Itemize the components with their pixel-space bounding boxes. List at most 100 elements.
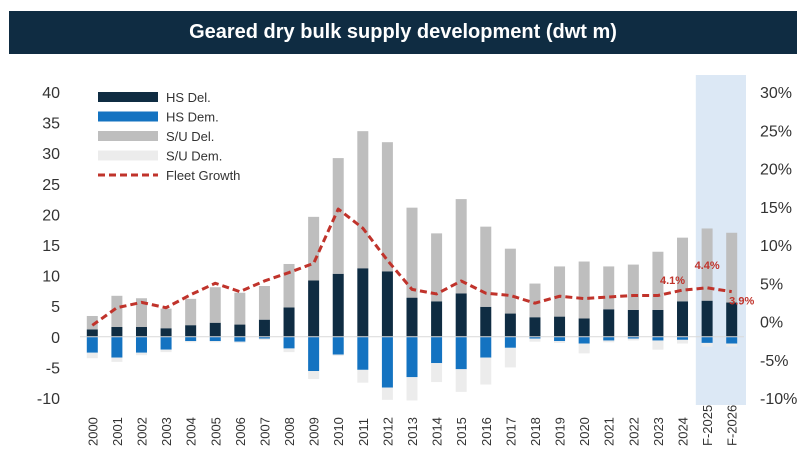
bar-su-dem: [504, 347, 516, 368]
bar-su-dem: [111, 357, 123, 362]
bar-hs-del: [258, 319, 270, 337]
bar-hs-dem: [431, 336, 443, 364]
bar-hs-dem: [554, 336, 566, 342]
bar-hs-del: [431, 301, 443, 337]
bar-su-dem: [554, 341, 566, 343]
y-tick-label: 20: [42, 207, 60, 224]
bar-hs-dem: [529, 336, 541, 339]
x-tick-label: 2005: [208, 417, 223, 446]
bar-hs-dem: [357, 336, 369, 370]
y-tick-label: 30: [42, 146, 60, 163]
bar-su-dem: [209, 341, 221, 343]
bar-su-dem: [160, 349, 172, 353]
bar-hs-dem: [504, 336, 516, 348]
x-tick-label: 2016: [479, 417, 494, 446]
bar-su-dem: [431, 363, 443, 383]
bar-hs-del: [86, 329, 98, 337]
bar-hs-del: [332, 273, 344, 337]
bar-su-del: [726, 232, 738, 303]
x-tick-label: 2021: [602, 417, 617, 446]
bar-su-del: [652, 251, 664, 310]
bar-su-dem: [677, 339, 689, 344]
x-tick-label: 2017: [503, 417, 518, 446]
y2-tick-label: 30%: [760, 85, 792, 102]
bar-su-del: [234, 292, 246, 325]
bar-su-dem: [726, 343, 738, 347]
bar-hs-dem: [652, 336, 664, 341]
x-tick-label: 2010: [331, 417, 346, 446]
x-tick-label: 2022: [626, 417, 641, 446]
bar-hs-del: [726, 302, 738, 337]
chart-title-bar: Geared dry bulk supply development (dwt …: [9, 11, 797, 54]
x-tick-label: 2014: [430, 417, 445, 446]
bar-hs-del: [283, 307, 295, 337]
bar-su-del: [480, 226, 492, 307]
y2-tick-label: 20%: [760, 162, 792, 179]
x-tick-label: 2000: [85, 417, 100, 446]
y-tick-label: -5: [46, 360, 60, 377]
x-tick-label: 2009: [307, 417, 322, 446]
bar-hs-dem: [283, 336, 295, 349]
bar-hs-dem: [209, 336, 221, 342]
bar-hs-dem: [185, 336, 197, 342]
bar-su-del: [283, 263, 295, 308]
bar-hs-del: [554, 316, 566, 337]
bar-su-del: [332, 158, 344, 274]
bar-hs-dem: [627, 336, 639, 339]
bar-hs-del: [504, 313, 516, 337]
bar-su-del: [381, 142, 393, 272]
y-tick-label: 40: [42, 85, 60, 102]
bar-hs-dem: [406, 336, 418, 378]
x-tick-label: 2020: [577, 417, 592, 446]
bar-hs-dem: [308, 336, 320, 372]
bar-su-del: [406, 207, 418, 298]
y-tick-label: 10: [42, 269, 60, 286]
legend-label: HS Del.: [166, 90, 211, 105]
bar-hs-dem: [677, 336, 689, 340]
bar-hs-dem: [135, 336, 147, 353]
bar-hs-del: [135, 327, 147, 337]
bar-hs-dem: [234, 336, 246, 342]
bar-hs-del: [455, 293, 467, 337]
legend-label: Fleet Growth: [166, 168, 240, 183]
bar-su-dem: [332, 354, 344, 356]
x-tick-label: 2023: [651, 417, 666, 446]
x-tick-label: 2006: [233, 417, 248, 446]
bar-su-dem: [701, 342, 713, 347]
bar-hs-del: [357, 268, 369, 337]
bar-su-del: [627, 264, 639, 310]
bar-su-del: [111, 295, 123, 328]
y-tick-label: 0: [51, 330, 60, 347]
y2-tick-label: 10%: [760, 238, 792, 255]
x-tick-label: 2011: [356, 418, 371, 446]
y-tick-label: 5: [51, 299, 60, 316]
x-tick-label: 2019: [553, 417, 568, 446]
bar-hs-del: [185, 325, 197, 337]
bar-hs-del: [578, 318, 590, 337]
bar-hs-dem: [578, 336, 590, 344]
y2-tick-label: -5%: [760, 353, 788, 370]
bar-hs-dem: [160, 336, 172, 350]
bar-su-del: [431, 233, 443, 302]
bar-su-dem: [258, 338, 270, 340]
bar-su-dem: [578, 343, 590, 354]
chart-title: Geared dry bulk supply development (dwt …: [189, 21, 617, 43]
legend-swatch: [98, 150, 158, 161]
bar-hs-del: [209, 322, 221, 337]
bar-hs-dem: [258, 336, 270, 339]
bar-su-dem: [283, 348, 295, 353]
bar-su-dem: [185, 341, 197, 343]
x-tick-label: 2003: [159, 417, 174, 446]
bar-su-del: [603, 266, 615, 310]
bar-hs-del: [234, 324, 246, 337]
bar-su-del: [455, 199, 467, 294]
bar-su-del: [308, 216, 320, 281]
bar-su-del: [504, 248, 516, 314]
x-tick-label: 2013: [405, 417, 420, 446]
growth-annotation: 4.1%: [660, 275, 685, 287]
x-tick-label: 2008: [282, 417, 297, 446]
bar-su-del: [258, 286, 270, 320]
x-tick-label: 2024: [676, 417, 691, 446]
legend-label: S/U Del.: [166, 129, 214, 144]
